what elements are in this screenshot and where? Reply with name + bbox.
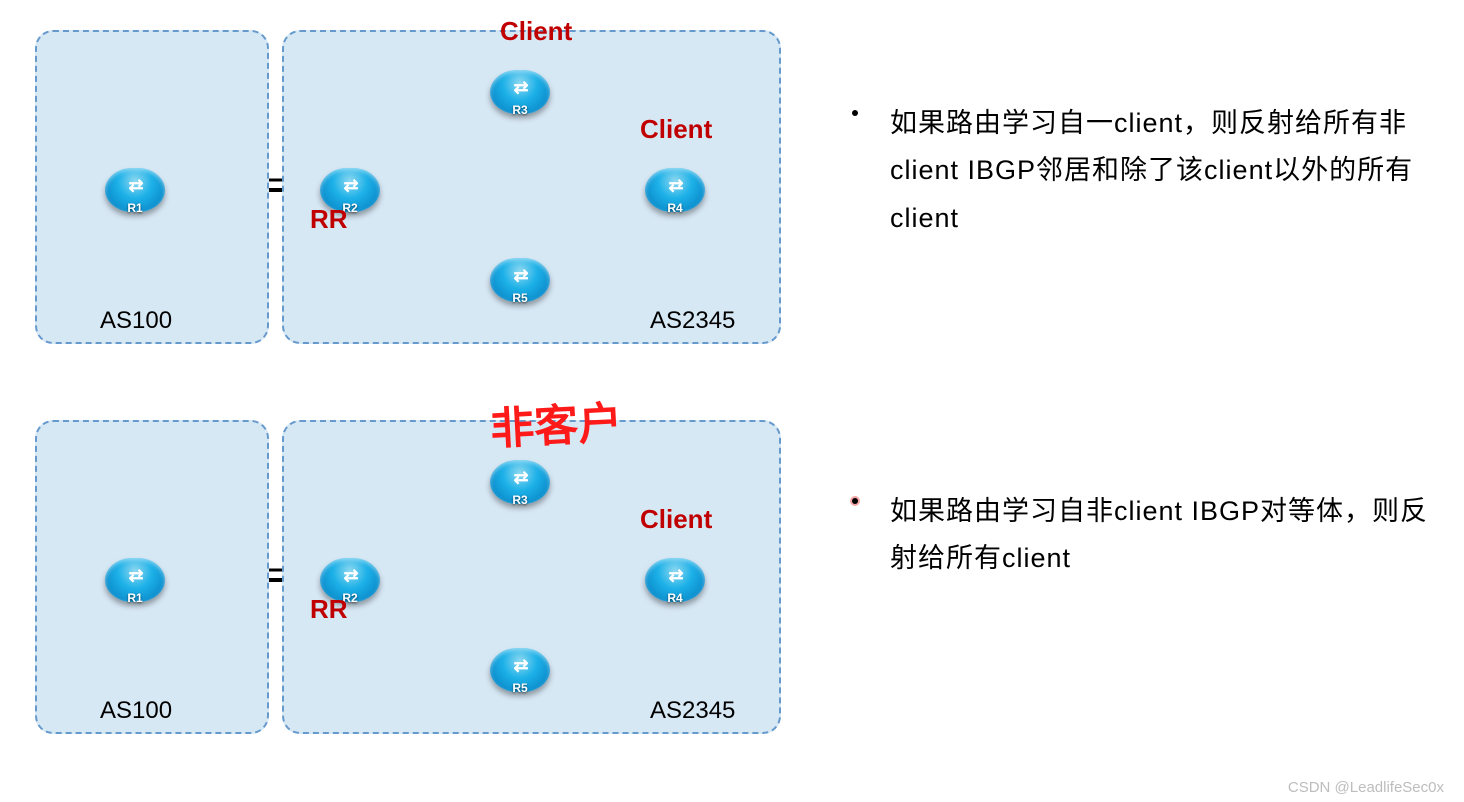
label-rr: RR	[310, 594, 348, 625]
watermark: CSDN @LeadlifeSec0x	[1288, 779, 1444, 796]
router-r5: ⇄	[490, 258, 550, 302]
router-r3: ⇄	[490, 70, 550, 114]
label-client_top: Client	[500, 16, 572, 47]
router-r1: ⇄	[105, 168, 165, 212]
bullet-dot	[852, 110, 858, 116]
as-label: AS2345	[650, 697, 735, 725]
router-r3: ⇄	[490, 460, 550, 504]
router-r1: ⇄	[105, 558, 165, 602]
as-label: AS100	[100, 307, 172, 335]
rule-text-2: 如果路由学习自非client IBGP对等体，则反射给所有client	[890, 488, 1430, 583]
router-r4: ⇄	[645, 558, 705, 602]
label-client_right: Client	[640, 504, 712, 535]
rule-text-1: 如果路由学习自一client，则反射给所有非client IBGP邻居和除了该c…	[890, 100, 1420, 242]
label-client_right: Client	[640, 114, 712, 145]
as-label: AS2345	[650, 307, 735, 335]
as-label: AS100	[100, 697, 172, 725]
bullet-dot	[852, 498, 858, 504]
router-r5: ⇄	[490, 648, 550, 692]
handwritten-annotation: 非客户	[488, 387, 623, 458]
label-rr: RR	[310, 204, 348, 235]
router-r4: ⇄	[645, 168, 705, 212]
page-root: AS100 AS2345 ⇄ ⇄ ⇄ ⇄ ⇄ Client Client RR AS100 AS234…	[0, 0, 1464, 802]
